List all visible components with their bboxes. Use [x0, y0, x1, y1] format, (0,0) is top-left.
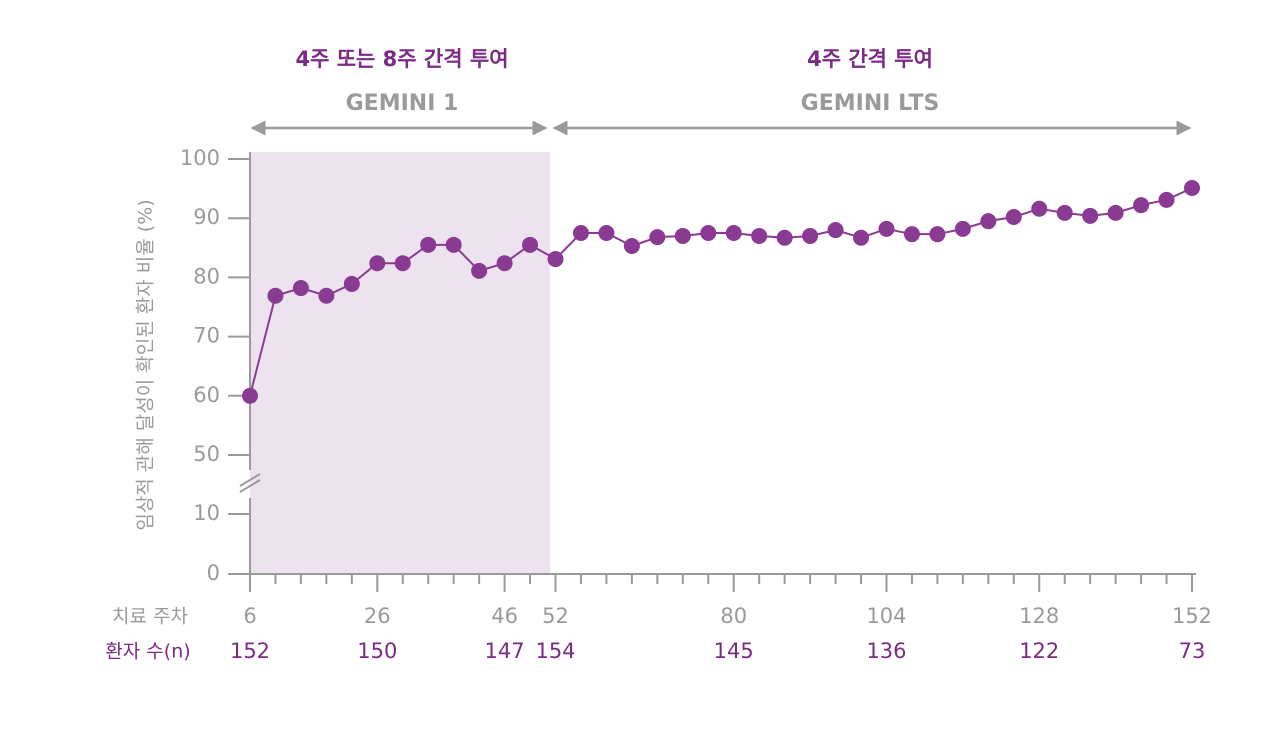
patient-count: 154	[535, 639, 575, 663]
study-label: GEMINI 1	[346, 91, 459, 116]
data-point	[496, 255, 513, 272]
data-point	[343, 275, 360, 292]
data-point	[318, 287, 335, 304]
data-point	[242, 387, 258, 404]
data-point	[267, 287, 284, 304]
data-point	[1158, 191, 1175, 208]
data-point	[725, 225, 742, 241]
data-point	[547, 251, 564, 268]
patient-count: 147	[485, 639, 525, 663]
data-point	[572, 225, 589, 241]
patient-count: 136	[866, 639, 906, 663]
data-point	[1005, 209, 1022, 226]
period-label: 4주 또는 8주 간격 투여	[295, 47, 508, 71]
patient-count: 152	[230, 639, 270, 663]
data-point	[980, 213, 997, 230]
data-point	[522, 236, 539, 253]
axis-break	[239, 473, 261, 487]
data-point	[878, 220, 895, 237]
data-point	[776, 229, 793, 246]
data-point	[827, 222, 844, 239]
data-point	[903, 226, 920, 243]
data-point	[598, 225, 615, 241]
data-point	[649, 229, 666, 246]
period-label: 4주 간격 투여	[807, 47, 933, 71]
patient-count: 122	[1019, 639, 1059, 663]
x-axis-label: 치료 주차	[112, 606, 188, 628]
data-point	[471, 262, 488, 279]
data-point	[369, 255, 386, 272]
patients-label: 환자 수(n)	[105, 641, 190, 663]
data-point	[954, 220, 971, 237]
patient-count: 145	[714, 639, 754, 663]
data-point	[1082, 207, 1099, 224]
data-point	[1184, 180, 1200, 197]
y-tick-label: 0	[207, 561, 220, 585]
data-point	[1056, 204, 1073, 221]
y-tick-label: 50	[193, 442, 220, 466]
x-tick-label: 128	[1019, 604, 1059, 628]
patient-count: 73	[1179, 639, 1206, 663]
y-tick-label: 100	[180, 146, 220, 170]
study-label: GEMINI LTS	[801, 91, 940, 116]
data-point	[700, 225, 717, 241]
gemini1-shade	[250, 152, 550, 574]
data-point	[929, 226, 946, 243]
data-point	[751, 227, 768, 244]
y-tick-label: 80	[193, 264, 220, 288]
data-point	[802, 227, 819, 244]
data-point	[420, 236, 437, 253]
x-tick-label: 46	[491, 604, 518, 628]
y-axis-label: 임상적 관해 달성이 확인된 환자 비율 (%)	[135, 199, 157, 530]
data-point	[1107, 204, 1124, 221]
data-point	[1031, 200, 1048, 217]
x-tick-label: 152	[1172, 604, 1212, 628]
data-point	[1133, 197, 1150, 214]
data-point	[394, 255, 411, 272]
y-tick-label: 70	[193, 324, 220, 348]
x-tick-label: 26	[364, 604, 391, 628]
y-tick-label: 60	[193, 383, 220, 407]
y-tick-label: 10	[193, 501, 220, 525]
data-point	[853, 229, 870, 246]
axis-break	[239, 479, 261, 493]
x-tick-label: 52	[542, 604, 569, 628]
data-point	[445, 236, 462, 253]
data-point	[292, 280, 309, 297]
x-tick-label: 6	[243, 604, 256, 628]
x-tick-label: 80	[720, 604, 747, 628]
patient-count: 150	[357, 639, 397, 663]
x-tick-label: 104	[866, 604, 906, 628]
data-point	[674, 227, 691, 244]
y-tick-label: 90	[193, 205, 220, 229]
data-point	[623, 238, 640, 255]
